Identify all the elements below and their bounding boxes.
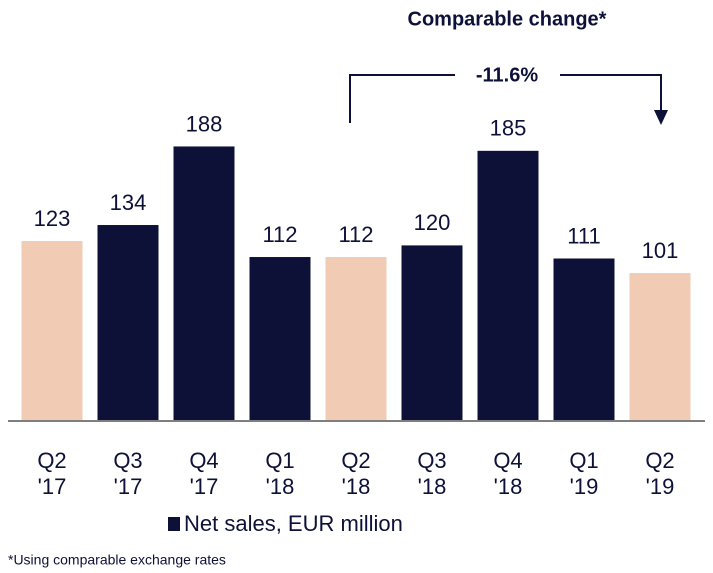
bar bbox=[21, 241, 83, 420]
x-tick-label: Q1 bbox=[569, 448, 598, 473]
footnote: *Using comparable exchange rates bbox=[8, 552, 226, 568]
annotation: -11.6% bbox=[476, 64, 538, 86]
x-tick-label: '19 bbox=[570, 474, 599, 499]
bar bbox=[477, 150, 539, 420]
value-label: 101 bbox=[642, 238, 679, 263]
bar bbox=[173, 146, 235, 420]
value-label: 123 bbox=[34, 206, 71, 231]
chart-title: Comparable change* bbox=[408, 8, 607, 30]
x-tick-label: '19 bbox=[646, 474, 675, 499]
bar bbox=[553, 258, 615, 420]
x-tick-label: '17 bbox=[190, 474, 219, 499]
x-tick-label: '17 bbox=[38, 474, 67, 499]
bar bbox=[401, 245, 463, 420]
legend-swatch bbox=[168, 517, 180, 531]
value-label: 120 bbox=[414, 210, 451, 235]
x-tick-label: Q4 bbox=[493, 448, 522, 473]
x-tick-label: Q2 bbox=[645, 448, 674, 473]
x-tick-label: '18 bbox=[494, 474, 523, 499]
arrow-head bbox=[654, 110, 668, 125]
bar bbox=[325, 257, 387, 420]
x-tick-label: Q2 bbox=[37, 448, 66, 473]
bar bbox=[97, 225, 159, 420]
value-label: 112 bbox=[338, 222, 373, 247]
x-tick-label: '18 bbox=[266, 474, 295, 499]
x-tick-label: '18 bbox=[418, 474, 447, 499]
bracket-left bbox=[349, 74, 455, 123]
x-tick-label: '18 bbox=[342, 474, 371, 499]
x-tick-label: Q3 bbox=[113, 448, 142, 473]
value-label: 185 bbox=[490, 116, 527, 141]
legend-label: Net sales, EUR million bbox=[184, 511, 403, 536]
value-label: 112 bbox=[262, 222, 297, 247]
x-tick-label: Q3 bbox=[417, 448, 446, 473]
value-label: 188 bbox=[186, 111, 223, 136]
bracket-right bbox=[560, 74, 662, 112]
x-tick-label: Q1 bbox=[265, 448, 294, 473]
x-tick-label: '17 bbox=[114, 474, 143, 499]
value-label: 111 bbox=[567, 223, 600, 248]
bar bbox=[629, 273, 691, 420]
x-tick-label: Q2 bbox=[341, 448, 370, 473]
x-tick-label: Q4 bbox=[189, 448, 218, 473]
value-label: 134 bbox=[110, 190, 147, 215]
bar bbox=[249, 257, 311, 420]
